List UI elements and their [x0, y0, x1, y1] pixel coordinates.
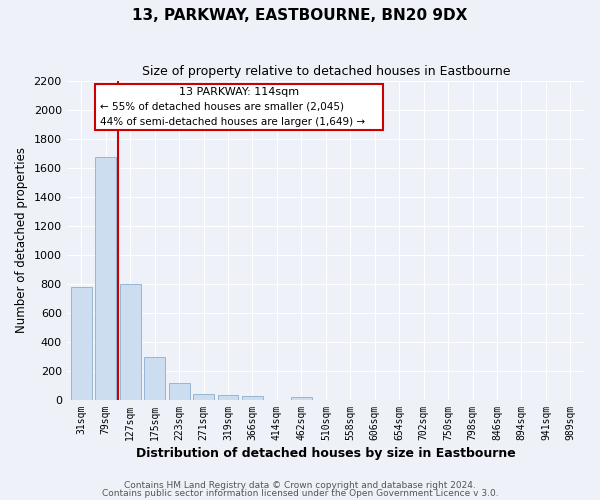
Text: Contains HM Land Registry data © Crown copyright and database right 2024.: Contains HM Land Registry data © Crown c…: [124, 480, 476, 490]
Y-axis label: Number of detached properties: Number of detached properties: [15, 147, 28, 333]
Text: 13 PARKWAY: 114sqm: 13 PARKWAY: 114sqm: [179, 87, 299, 97]
X-axis label: Distribution of detached houses by size in Eastbourne: Distribution of detached houses by size …: [136, 447, 516, 460]
Bar: [291, 397, 312, 400]
Bar: [218, 396, 238, 400]
Bar: [95, 158, 116, 400]
FancyBboxPatch shape: [95, 84, 383, 130]
Bar: [193, 394, 214, 400]
Text: 44% of semi-detached houses are larger (1,649) →: 44% of semi-detached houses are larger (…: [100, 116, 365, 126]
Text: ← 55% of detached houses are smaller (2,045): ← 55% of detached houses are smaller (2,…: [100, 102, 344, 112]
Title: Size of property relative to detached houses in Eastbourne: Size of property relative to detached ho…: [142, 65, 510, 78]
Text: Contains public sector information licensed under the Open Government Licence v : Contains public sector information licen…: [101, 489, 499, 498]
Bar: [71, 286, 92, 400]
Bar: [120, 284, 140, 400]
Bar: [242, 396, 263, 400]
Bar: [169, 383, 190, 400]
Bar: [144, 357, 165, 400]
Text: 13, PARKWAY, EASTBOURNE, BN20 9DX: 13, PARKWAY, EASTBOURNE, BN20 9DX: [133, 8, 467, 22]
